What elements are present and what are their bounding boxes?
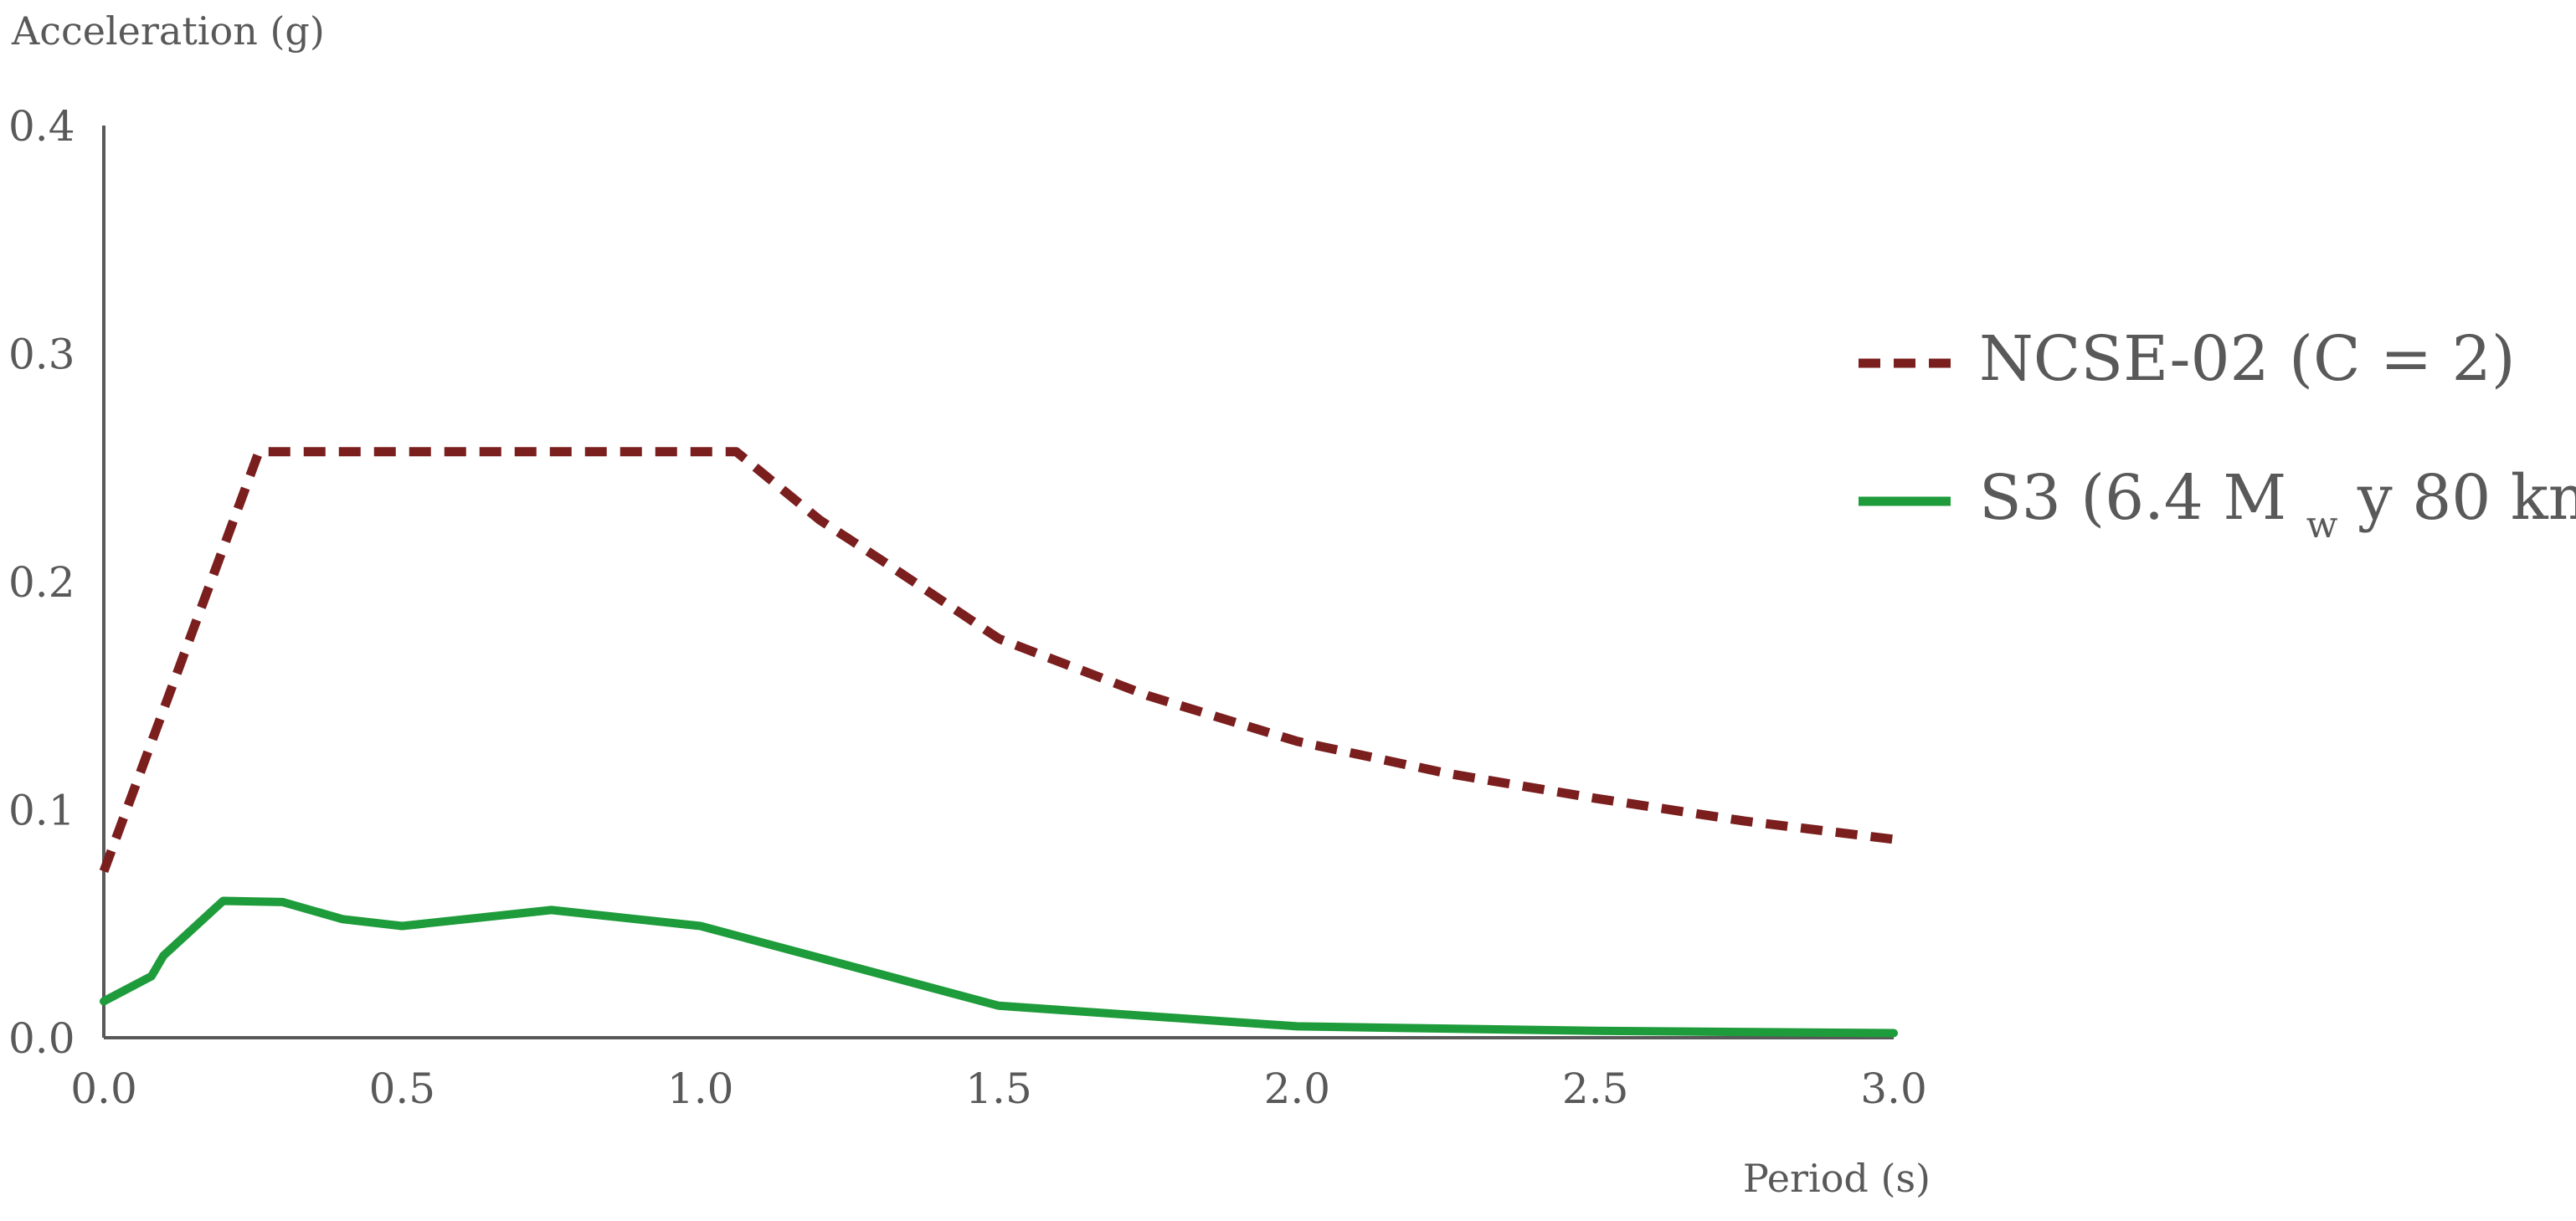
y-tick-label: 0.4 bbox=[8, 102, 75, 151]
x-axis-label: Period (s) bbox=[1743, 1156, 1931, 1201]
series-layer bbox=[99, 447, 1898, 1038]
x-tick-label: 2.5 bbox=[1562, 1065, 1629, 1113]
series-line-s3 bbox=[100, 896, 1898, 1038]
x-tick-label: 1.5 bbox=[965, 1065, 1032, 1113]
series-line-ncse bbox=[99, 447, 1895, 874]
x-tick-label: 1.0 bbox=[667, 1065, 734, 1113]
y-tick-label: 0.2 bbox=[8, 558, 75, 607]
legend-label-s3-main: S3 (6.4 M bbox=[1979, 462, 2286, 534]
legend: NCSE-02 (C = 2) S3 (6.4 M w y 80 km) bbox=[1859, 323, 2576, 552]
x-tick-label: 0.5 bbox=[369, 1065, 436, 1113]
x-axis-ticks: 0.0 0.5 1.0 1.5 2.0 2.5 3.0 bbox=[70, 1065, 1927, 1113]
legend-label-s3: S3 (6.4 M w y 80 km) bbox=[1979, 462, 2576, 552]
y-axis-label: Acceleration (g) bbox=[11, 8, 325, 54]
y-axis-ticks: 0.0 0.1 0.2 0.3 0.4 bbox=[8, 102, 75, 1063]
y-tick-label: 0.0 bbox=[8, 1014, 75, 1063]
legend-label-s3-subscript: w bbox=[2306, 504, 2338, 546]
x-tick-label: 0.0 bbox=[70, 1065, 137, 1113]
legend-label-ncse: NCSE-02 (C = 2) bbox=[1979, 323, 2516, 395]
x-tick-label: 3.0 bbox=[1860, 1065, 1927, 1113]
legend-label-s3-tail: y 80 km) bbox=[2357, 462, 2576, 534]
y-tick-label: 0.1 bbox=[8, 787, 75, 835]
x-tick-label: 2.0 bbox=[1264, 1065, 1331, 1113]
y-tick-label: 0.3 bbox=[8, 331, 75, 379]
